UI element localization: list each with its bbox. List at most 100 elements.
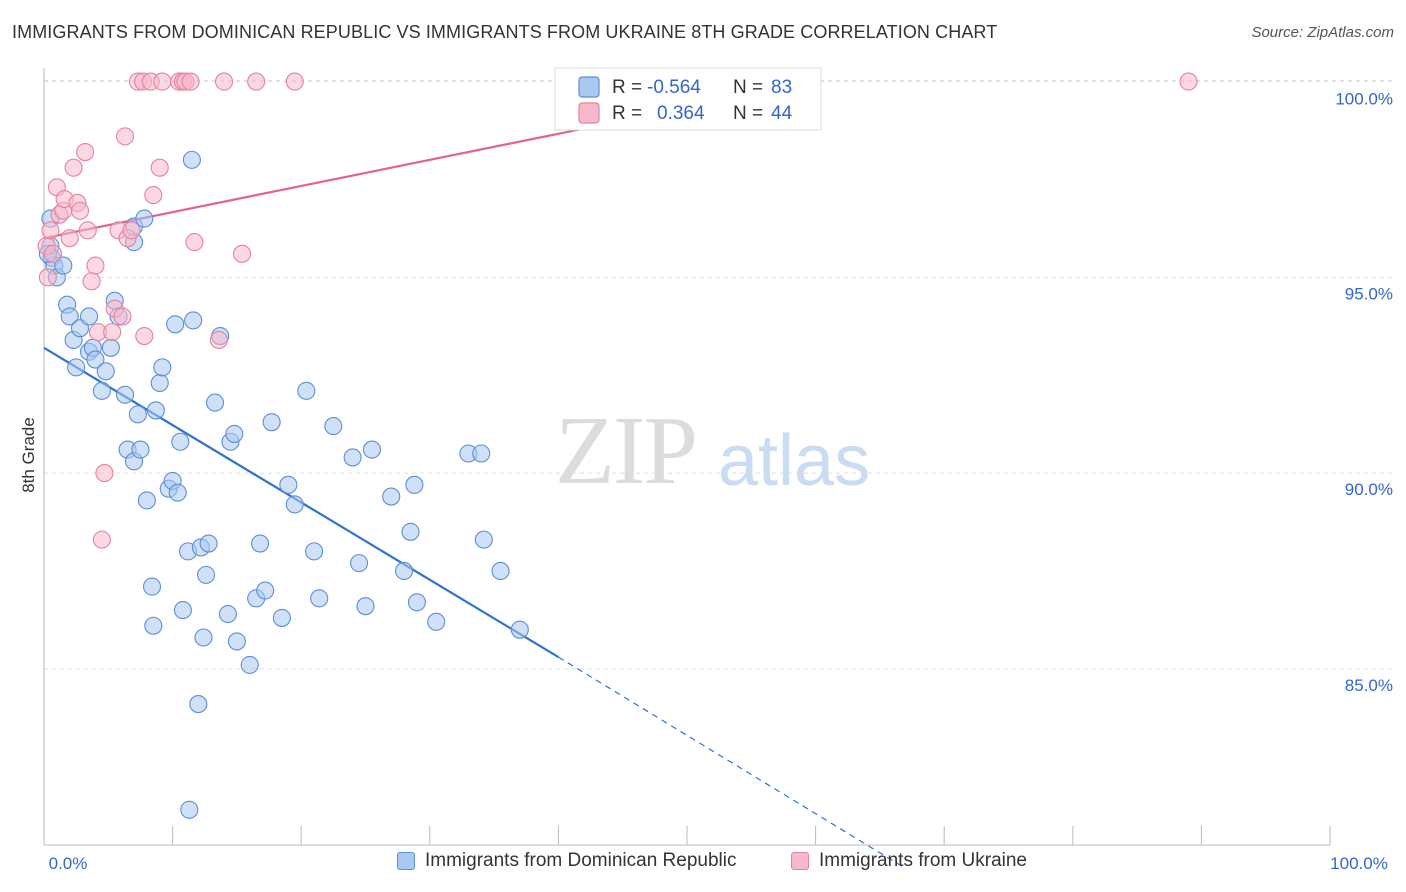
legend-r-value-1: -0.564 bbox=[647, 77, 701, 98]
ukraine-point-25 bbox=[122, 221, 141, 240]
dominican-point-31 bbox=[146, 401, 165, 420]
dominican-point-60 bbox=[272, 608, 291, 627]
dominican-point-12 bbox=[79, 307, 99, 326]
dominican-point-63 bbox=[297, 381, 316, 400]
dominican-point-25 bbox=[128, 405, 147, 424]
dominican-point-73 bbox=[401, 522, 420, 541]
bottom-legend-label-ukraine: Immigrants from Ukraine bbox=[819, 850, 1027, 871]
ukraine-point-30 bbox=[144, 186, 163, 205]
legend-r-label-2: R = bbox=[612, 103, 642, 124]
dominican-point-17 bbox=[101, 338, 120, 357]
dominican-point-61 bbox=[279, 475, 298, 494]
chart-title: IMMIGRANTS FROM DOMINICAN REPUBLIC VS IM… bbox=[12, 22, 998, 42]
dominican-trend-line-extension bbox=[558, 656, 906, 870]
dominican-point-43 bbox=[184, 311, 203, 330]
ukraine-point-17 bbox=[92, 530, 111, 549]
y-tick-labels: 85.0% 90.0% 95.0% 100.0% bbox=[1335, 90, 1393, 695]
dominican-point-26 bbox=[131, 440, 150, 459]
ukraine-point-42 bbox=[285, 72, 304, 91]
dominican-point-28 bbox=[137, 491, 156, 510]
ukraine-point-14 bbox=[82, 272, 101, 291]
dominican-point-44 bbox=[189, 695, 208, 714]
legend-n-value-2: 44 bbox=[771, 103, 793, 124]
dominican-point-30 bbox=[144, 616, 163, 635]
dominican-point-14 bbox=[86, 350, 105, 369]
dominican-point-76 bbox=[427, 612, 446, 631]
y-tick-label-2: 95.0% bbox=[1345, 284, 1393, 303]
dominican-point-55 bbox=[240, 655, 259, 674]
ukraine-point-3 bbox=[43, 244, 63, 263]
data-points bbox=[37, 72, 1198, 819]
legend-n-label-1: N = bbox=[733, 77, 763, 98]
ukraine-point-32 bbox=[153, 72, 172, 91]
dominican-point-9 bbox=[67, 358, 86, 377]
ukraine-swatch bbox=[791, 852, 809, 870]
dominican-point-68 bbox=[350, 554, 369, 573]
dominican-point-72 bbox=[395, 561, 414, 581]
y-tick-label-1: 90.0% bbox=[1345, 480, 1393, 499]
legend-pink-swatch bbox=[578, 102, 600, 124]
dominican-point-65 bbox=[310, 589, 329, 608]
dominican-point-79 bbox=[474, 530, 493, 549]
legend-r-value-2: 0.364 bbox=[657, 103, 705, 124]
ukraine-point-28 bbox=[135, 326, 154, 346]
watermark-atlas: atlas bbox=[718, 421, 871, 501]
bottom-legend-item-ukraine: Immigrants from Ukraine bbox=[791, 850, 1027, 872]
dominican-point-32 bbox=[150, 373, 169, 393]
source-credit: Source: ZipAtlas.com bbox=[1251, 24, 1394, 41]
ukraine-point-40 bbox=[232, 244, 252, 263]
dominican-point-36 bbox=[166, 315, 185, 334]
legend-blue-swatch bbox=[578, 76, 600, 98]
stats-legend: R = -0.564 N = 83 R = 0.364 N = 44 bbox=[554, 67, 822, 131]
y-tick-label-3: 100.0% bbox=[1335, 90, 1393, 109]
dominican-point-81 bbox=[510, 620, 529, 639]
x-tick-label-0: 0.0% bbox=[49, 854, 88, 873]
dominican-point-51 bbox=[218, 604, 237, 624]
dominican-point-54 bbox=[227, 632, 246, 651]
dominican-point-67 bbox=[343, 448, 362, 467]
ukraine-point-1 bbox=[38, 268, 57, 287]
dominican-point-70 bbox=[362, 440, 381, 459]
dominican-point-39 bbox=[173, 601, 192, 620]
x-tick-labels: 0.0% 100.0% bbox=[49, 854, 1388, 873]
legend-n-label-2: N = bbox=[733, 103, 763, 124]
ukraine-point-31 bbox=[150, 158, 169, 177]
dominican-point-5 bbox=[54, 256, 73, 275]
y-tick-label-0: 85.0% bbox=[1345, 676, 1393, 695]
dominican-point-7 bbox=[60, 307, 79, 326]
dominican-swatch bbox=[397, 852, 415, 870]
ukraine-point-36 bbox=[181, 72, 200, 91]
ukraine-point-15 bbox=[86, 256, 105, 275]
ukraine-point-18 bbox=[95, 464, 114, 483]
grid-lines bbox=[44, 80, 1395, 670]
ukraine-point-43 bbox=[1179, 72, 1198, 91]
dominican-point-74 bbox=[405, 475, 424, 494]
dominican-point-20 bbox=[115, 385, 135, 404]
dominican-point-80 bbox=[491, 561, 510, 581]
dominican-point-53 bbox=[225, 424, 244, 443]
ukraine-point-41 bbox=[247, 72, 266, 91]
legend-r-label-1: R = bbox=[612, 77, 642, 98]
dominican-point-41 bbox=[180, 800, 199, 819]
legend-n-value-1: 83 bbox=[771, 77, 792, 98]
dominican-point-38 bbox=[171, 432, 190, 451]
dominican-point-71 bbox=[382, 487, 401, 506]
dominican-point-42 bbox=[182, 150, 201, 169]
y-axis-title: 8th Grade bbox=[19, 417, 38, 493]
ukraine-point-12 bbox=[76, 142, 95, 162]
dominican-point-49 bbox=[205, 393, 225, 412]
dominican-point-75 bbox=[407, 593, 426, 612]
ukraine-point-23 bbox=[115, 127, 135, 146]
dominican-point-57 bbox=[250, 534, 270, 553]
ukraine-point-37 bbox=[185, 233, 204, 252]
x-tick-label-1: 100.0% bbox=[1330, 854, 1388, 873]
ukraine-point-11 bbox=[70, 201, 90, 220]
dominican-point-16 bbox=[96, 362, 115, 381]
ukraine-point-8 bbox=[60, 229, 79, 248]
ukraine-point-38 bbox=[209, 330, 228, 350]
dominican-point-66 bbox=[324, 417, 343, 436]
bottom-legend-label-dominican: Immigrants from Dominican Republic bbox=[425, 850, 737, 871]
dominican-point-78 bbox=[472, 444, 491, 463]
dominican-point-47 bbox=[196, 565, 216, 584]
